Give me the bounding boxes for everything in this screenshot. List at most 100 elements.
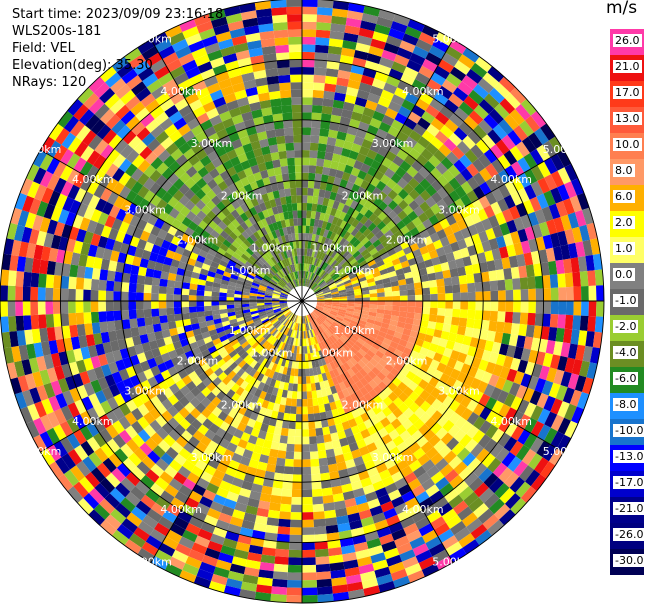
velocity-gate bbox=[46, 219, 58, 235]
velocity-gate bbox=[264, 305, 273, 309]
velocity-gate bbox=[330, 569, 346, 579]
velocity-gate bbox=[67, 402, 80, 418]
velocity-gate bbox=[309, 337, 314, 346]
velocity-gate bbox=[347, 298, 355, 301]
colorbar-tick-label: -13.0 bbox=[613, 450, 646, 463]
velocity-gate bbox=[369, 289, 378, 294]
velocity-gate bbox=[192, 484, 206, 497]
velocity-gate bbox=[376, 334, 385, 343]
velocity-gate bbox=[422, 294, 431, 301]
velocity-gate bbox=[283, 473, 293, 482]
velocity-gate bbox=[55, 249, 66, 264]
velocity-gate bbox=[400, 447, 413, 460]
velocity-gate bbox=[268, 336, 276, 344]
velocity-gate bbox=[274, 556, 289, 565]
velocity-gate bbox=[412, 543, 429, 557]
velocity-gate bbox=[324, 75, 338, 85]
velocity-gate bbox=[173, 287, 182, 295]
velocity-gate bbox=[242, 309, 251, 314]
velocity-gate bbox=[274, 465, 285, 474]
velocity-gate bbox=[168, 111, 183, 124]
colorbar-tick-label: -2.0 bbox=[613, 320, 639, 333]
velocity-gate bbox=[266, 343, 274, 352]
velocity-gate bbox=[243, 239, 252, 248]
velocity-gate bbox=[264, 233, 272, 243]
velocity-gate bbox=[305, 315, 309, 323]
velocity-gate bbox=[214, 322, 223, 329]
velocity-gate bbox=[276, 372, 283, 382]
velocity-gate bbox=[495, 447, 510, 463]
velocity-gate bbox=[452, 308, 461, 318]
velocity-gate bbox=[233, 266, 242, 274]
velocity-gate bbox=[325, 387, 333, 396]
velocity-gate bbox=[418, 32, 436, 46]
velocity-gate bbox=[259, 493, 272, 503]
velocity-gate bbox=[344, 94, 357, 105]
velocity-gate bbox=[181, 85, 196, 99]
velocity-gate bbox=[557, 167, 571, 185]
velocity-gate bbox=[116, 524, 134, 540]
velocity-gate bbox=[317, 150, 326, 160]
velocity-gate bbox=[323, 213, 330, 222]
velocity-gate bbox=[282, 481, 293, 490]
velocity-gate bbox=[262, 331, 270, 339]
velocity-gate bbox=[239, 212, 249, 222]
velocity-gate bbox=[353, 309, 362, 314]
velocity-gate bbox=[339, 298, 348, 301]
velocity-gate bbox=[322, 166, 331, 176]
velocity-gate bbox=[305, 338, 310, 347]
velocity-gate bbox=[131, 81, 147, 96]
velocity-gate bbox=[450, 66, 467, 82]
velocity-gate bbox=[305, 255, 310, 264]
velocity-gate bbox=[261, 399, 270, 409]
velocity-gate bbox=[168, 160, 181, 173]
velocity-gate bbox=[353, 399, 363, 409]
velocity-gate bbox=[498, 169, 512, 184]
velocity-gate bbox=[237, 245, 246, 254]
velocity-gate bbox=[387, 358, 397, 368]
velocity-gate bbox=[337, 246, 345, 255]
velocity-gate bbox=[28, 357, 40, 374]
velocity-gate bbox=[206, 482, 220, 495]
velocity-gate bbox=[169, 523, 186, 537]
velocity-gate bbox=[311, 329, 316, 337]
velocity-gate bbox=[275, 548, 289, 558]
velocity-gate bbox=[90, 289, 99, 301]
velocity-gate bbox=[317, 7, 333, 16]
velocity-gate bbox=[313, 344, 319, 352]
velocity-gate bbox=[167, 172, 180, 185]
velocity-gate bbox=[190, 171, 203, 184]
velocity-gate bbox=[565, 286, 574, 301]
velocity-gate bbox=[313, 310, 320, 317]
velocity-gate bbox=[178, 396, 190, 408]
velocity-gate bbox=[535, 301, 544, 314]
velocity-gate bbox=[125, 399, 138, 412]
velocity-gate bbox=[377, 264, 387, 272]
velocity-gate bbox=[273, 309, 282, 314]
velocity-gate bbox=[339, 155, 349, 165]
velocity-gate bbox=[238, 338, 247, 346]
velocity-gate bbox=[357, 233, 367, 243]
velocity-gate bbox=[252, 317, 261, 323]
velocity-gate bbox=[354, 306, 363, 311]
velocity-gate bbox=[302, 564, 317, 573]
velocity-gate bbox=[237, 319, 246, 326]
velocity-gate bbox=[401, 99, 416, 112]
velocity-gate bbox=[477, 338, 487, 350]
velocity-gate bbox=[389, 253, 399, 262]
velocity-gate bbox=[143, 222, 154, 234]
velocity-gate bbox=[317, 301, 325, 304]
velocity-gate bbox=[437, 293, 446, 301]
velocity-gate bbox=[384, 291, 393, 297]
velocity-gate bbox=[444, 99, 459, 114]
velocity-gate bbox=[541, 380, 554, 396]
velocity-gate bbox=[312, 311, 318, 318]
velocity-gate bbox=[442, 323, 452, 333]
velocity-gate bbox=[284, 458, 294, 467]
velocity-gate bbox=[455, 258, 465, 268]
velocity-gate bbox=[344, 282, 353, 287]
velocity-gate bbox=[316, 305, 324, 310]
velocity-gate bbox=[443, 138, 457, 152]
velocity-gate bbox=[319, 212, 326, 221]
velocity-gate bbox=[481, 371, 493, 384]
